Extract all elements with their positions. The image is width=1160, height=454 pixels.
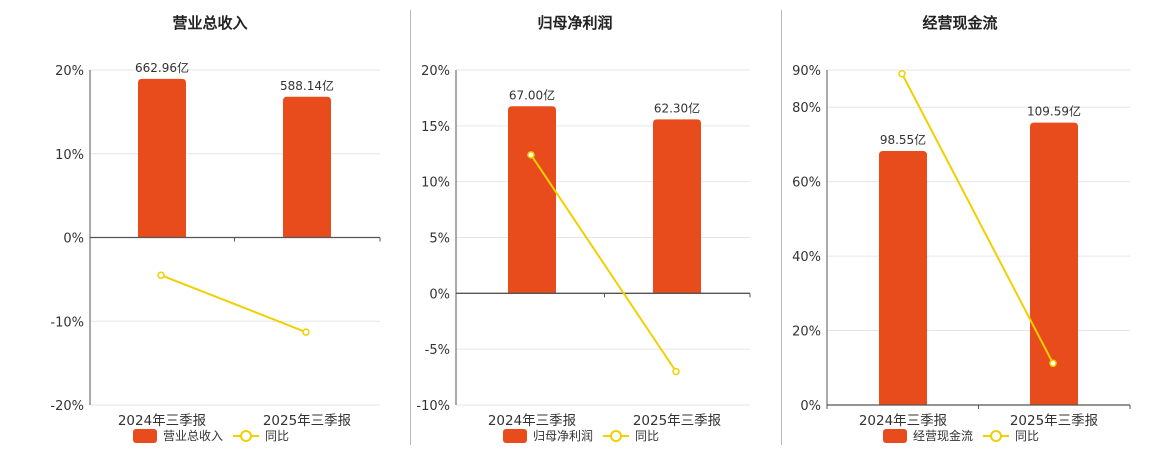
- legend-line-label: 同比: [635, 429, 659, 443]
- bar-data-label: 588.14亿: [280, 78, 334, 93]
- legend-bar-swatch: [503, 429, 527, 443]
- chart-net-profit: 归母净利润 20% 15% 10% 5% 0% -5% -10% 67.00亿 62.30亿 202…: [416, 14, 751, 443]
- bar-data-label: 67.00亿: [509, 87, 555, 102]
- bar-data-label: 98.55亿: [880, 132, 926, 147]
- yoy-line: [530, 154, 677, 373]
- legend-line-label: 同比: [1015, 429, 1039, 443]
- bar: [283, 96, 331, 238]
- y-tick-label: 15%: [421, 120, 450, 135]
- yoy-point: [302, 328, 310, 336]
- yoy-point: [672, 367, 680, 376]
- panel-divider: [410, 10, 411, 445]
- chart-cash-flow: 经营现金流 90% 80% 60% 40% 20% 0% 98.55亿 109.59亿 2024年…: [792, 14, 1131, 443]
- yoy-point: [1049, 359, 1057, 368]
- y-tick-label: 5%: [429, 232, 450, 247]
- bar: [138, 78, 186, 238]
- legend-bar-label: 归母净利润: [533, 429, 593, 443]
- y-tick-label: 0%: [429, 287, 450, 302]
- panel-divider: [781, 10, 782, 445]
- chart-panel-net-profit: 归母净利润 20% 15% 10% 5% 0% -5% -10% 67.00亿 62.30亿 202…: [411, 0, 781, 450]
- bar: [879, 151, 927, 405]
- legend-bar-label: 营业总收入: [163, 429, 223, 443]
- chart-panel-revenue: 营业总收入 20% 10% 0% -10% -20% 662.96亿 588.14亿 2024年…: [0, 0, 410, 450]
- legend-bar-swatch: [883, 429, 907, 443]
- chart-panel-cash-flow: 经营现金流 90% 80% 60% 40% 20% 0% 98.55亿 109.59亿 2024年…: [782, 0, 1160, 450]
- x-category-label: 2025年三季报: [1010, 413, 1098, 429]
- y-tick-label: 0%: [800, 399, 821, 414]
- bar-data-label: 109.59亿: [1027, 104, 1081, 119]
- bar-data-label: 662.96亿: [135, 60, 189, 75]
- chart-title: 归母净利润: [537, 14, 612, 32]
- yoy-point: [157, 271, 165, 279]
- x-category-label: 2024年三季报: [859, 413, 947, 429]
- y-tick-label: -20%: [50, 399, 84, 414]
- chart-revenue: 营业总收入 20% 10% 0% -10% -20% 662.96亿 588.14亿 2024年…: [50, 14, 381, 443]
- y-tick-label: -5%: [425, 343, 450, 358]
- y-tick-label: 80%: [792, 101, 821, 116]
- yoy-line: [901, 73, 1054, 364]
- yoy-line: [160, 274, 307, 334]
- y-tick-label: 10%: [421, 176, 450, 191]
- legend-line-marker: [240, 430, 252, 442]
- bar: [1030, 122, 1078, 405]
- y-tick-label: 20%: [421, 64, 450, 79]
- y-tick-label: 20%: [55, 64, 84, 79]
- legend-bar-swatch: [133, 429, 157, 443]
- y-tick-label: 20%: [792, 325, 821, 340]
- bar: [508, 106, 556, 294]
- y-tick-label: 60%: [792, 176, 821, 191]
- y-tick-label: 40%: [792, 250, 821, 265]
- x-category-label: 2024年三季报: [488, 413, 576, 429]
- x-category-label: 2025年三季报: [633, 413, 721, 429]
- y-tick-label: 90%: [792, 64, 821, 79]
- bar: [653, 119, 701, 294]
- x-category-label: 2024年三季报: [118, 413, 206, 429]
- yoy-point: [527, 151, 535, 159]
- chart-title: 经营现金流: [922, 14, 997, 32]
- bar-data-label: 62.30亿: [654, 100, 700, 115]
- legend-bar-label: 经营现金流: [913, 428, 973, 443]
- y-tick-label: -10%: [50, 315, 84, 330]
- y-tick-label: -10%: [416, 399, 450, 414]
- y-tick-label: 0%: [63, 232, 84, 247]
- legend-line-marker: [990, 430, 1002, 442]
- y-tick-label: 10%: [55, 148, 84, 163]
- legend-line-label: 同比: [265, 429, 289, 443]
- legend-line-marker: [610, 430, 622, 442]
- x-category-label: 2025年三季报: [263, 413, 351, 429]
- chart-title: 营业总收入: [172, 14, 247, 32]
- yoy-point: [898, 69, 906, 78]
